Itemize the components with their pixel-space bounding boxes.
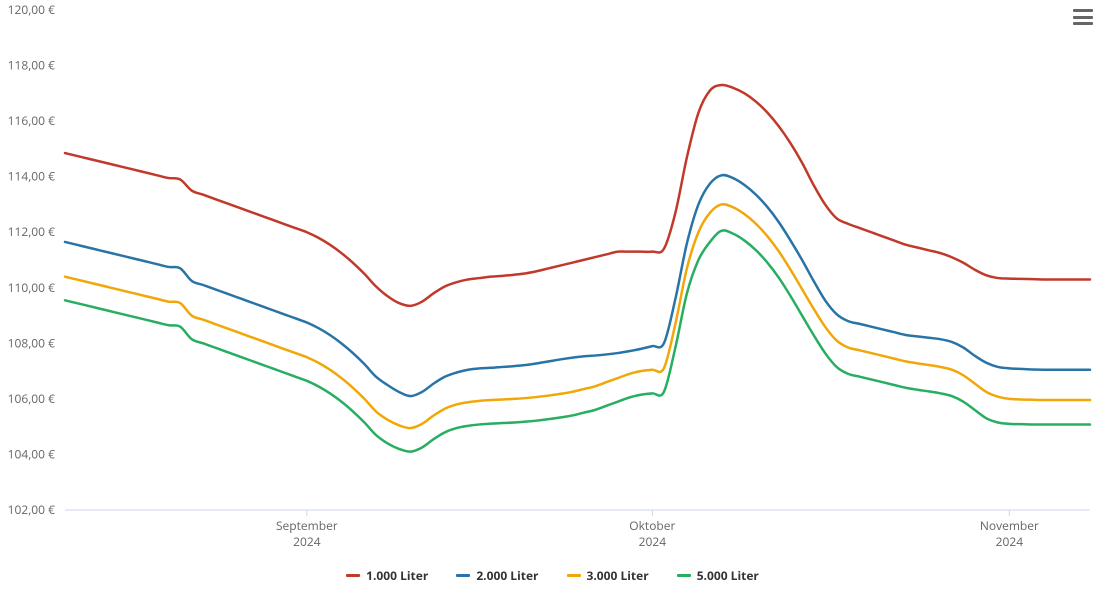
legend-item[interactable]: 2.000 Liter <box>456 567 538 584</box>
x-tick-month: November <box>980 517 1039 534</box>
chart-plot-area: 102,00 € 104,00 € 106,00 € 108,00 € 110,00 €… <box>0 0 1105 602</box>
legend-swatch <box>567 574 581 577</box>
x-tick-month: Oktober <box>629 517 675 534</box>
y-tick: 118,00 € <box>8 57 56 74</box>
x-tick: November2024 <box>980 510 1039 550</box>
legend-swatch <box>346 574 360 577</box>
legend-label: 3.000 Liter <box>587 567 649 584</box>
legend-label: 2.000 Liter <box>476 567 538 584</box>
x-tick-year: 2024 <box>293 533 321 550</box>
series-line[interactable] <box>65 230 1090 451</box>
series-line[interactable] <box>65 204 1090 428</box>
chart-legend: 1.000 Liter 2.000 Liter 3.000 Liter 5.000 L… <box>0 567 1105 584</box>
series-line[interactable] <box>65 175 1090 396</box>
y-tick-label: 114,00 € <box>8 168 56 185</box>
y-tick: 110,00 € <box>8 279 56 296</box>
legend-swatch <box>677 574 691 577</box>
x-tick-month: September <box>276 517 338 534</box>
y-tick-label: 108,00 € <box>8 334 56 351</box>
legend-item[interactable]: 1.000 Liter <box>346 567 428 584</box>
legend-label: 1.000 Liter <box>366 567 428 584</box>
y-tick: 108,00 € <box>8 334 56 351</box>
legend-item[interactable]: 5.000 Liter <box>677 567 759 584</box>
x-tick-year: 2024 <box>639 533 667 550</box>
legend-label: 5.000 Liter <box>697 567 759 584</box>
y-tick-label: 120,00 € <box>8 1 56 18</box>
y-tick-label: 102,00 € <box>8 501 56 518</box>
y-tick-label: 112,00 € <box>8 223 56 240</box>
y-tick: 116,00 € <box>8 112 56 129</box>
price-line-chart: 102,00 € 104,00 € 106,00 € 108,00 € 110,00 €… <box>0 0 1105 602</box>
y-tick: 120,00 € <box>8 1 56 18</box>
legend-item[interactable]: 3.000 Liter <box>567 567 649 584</box>
y-tick-label: 104,00 € <box>8 445 56 462</box>
y-tick: 104,00 € <box>8 445 56 462</box>
y-tick-label: 116,00 € <box>8 112 56 129</box>
x-tick: Oktober2024 <box>629 510 675 550</box>
x-tick-year: 2024 <box>996 533 1024 550</box>
y-tick: 112,00 € <box>8 223 56 240</box>
y-tick: 106,00 € <box>8 390 56 407</box>
series-line[interactable] <box>65 85 1090 306</box>
y-tick-label: 110,00 € <box>8 279 56 296</box>
y-tick: 114,00 € <box>8 168 56 185</box>
x-tick: September2024 <box>276 510 338 550</box>
y-tick-label: 106,00 € <box>8 390 56 407</box>
y-tick: 102,00 € <box>8 501 56 518</box>
y-tick-label: 118,00 € <box>8 57 56 74</box>
legend-swatch <box>456 574 470 577</box>
